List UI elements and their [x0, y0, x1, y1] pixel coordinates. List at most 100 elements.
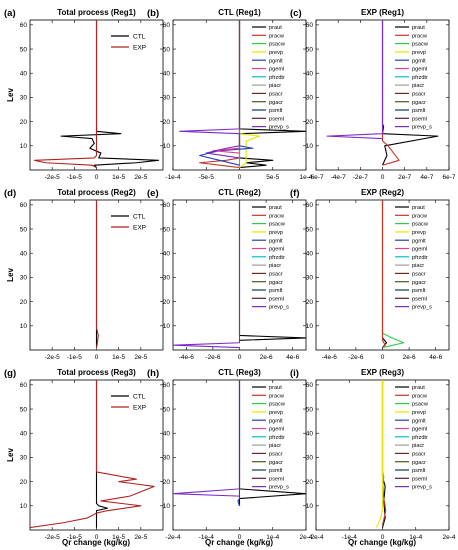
- series-group-b: [179, 20, 306, 169]
- legend-label-pgacr-h: pgacr: [269, 460, 283, 466]
- legend-label-psacw-e: psacw: [269, 222, 286, 228]
- legend-label-psacw-b: psacw: [269, 42, 286, 48]
- x-tick-label-c: 2e-7: [398, 174, 411, 181]
- panel-e: (e) CTL (Reg2) 10 20 30 40 50 60 -4e-6 -2e-6 0 2e-6…: [147, 188, 307, 361]
- series-group-h: [173, 380, 306, 506]
- legend-label-pfrzdtr-e: pfrzdtr: [269, 255, 285, 261]
- x-tick-label-a: 0: [95, 174, 99, 181]
- panel-f: (f) EXP (Reg2) 10 20 30 40 50 60 -4e-6 -2e-6 0 2e-6…: [290, 188, 450, 361]
- x-tick-label-d: -1e-5: [67, 354, 83, 361]
- panel-label-c: (c): [290, 8, 302, 19]
- y-tick-label-i: 30: [306, 455, 314, 462]
- legend-label-psacw-c: psacw: [412, 42, 429, 48]
- y-tick-label-e: 30: [163, 275, 171, 282]
- x-tick-label-g: -1e-5: [67, 534, 83, 541]
- x-tick-label-c: -6e-7: [308, 174, 324, 181]
- legend-label-psacw-i: psacw: [412, 402, 429, 408]
- y-tick-label-a: 10: [20, 143, 28, 150]
- legend-label-pfrzdtr-h: pfrzdtr: [269, 435, 285, 441]
- x-tick-label-b: -1e-4: [165, 174, 181, 181]
- legend-label-pgeml-e: pgeml: [269, 247, 284, 253]
- legend-label-pseml-f: pseml: [412, 296, 427, 302]
- x-tick-label-d: 0: [95, 354, 99, 361]
- legend-label-psmlt-i: psmlt: [412, 468, 426, 474]
- x-tick-label-e: 0: [238, 354, 242, 361]
- legend-label-prevp_s-c: prevp_s: [412, 125, 432, 131]
- y-axis-label-row1: Lev: [6, 88, 15, 102]
- x-tick-label-c: -4e-7: [331, 174, 347, 181]
- legend-label-pgeml-h: pgeml: [269, 427, 284, 433]
- y-tick-label-h: 10: [163, 503, 171, 510]
- series-line-CTL-g: [95, 380, 109, 528]
- legend-label-prevp-c: prevp: [412, 50, 426, 56]
- y-tick-label-b: 40: [163, 71, 171, 78]
- legend-label-pgmlt-f: pgmlt: [412, 238, 426, 244]
- panel-title-f: EXP (Reg2): [361, 188, 404, 197]
- legend-label-prevp_s-h: prevp_s: [269, 485, 289, 491]
- y-tick-label-h: 50: [163, 406, 171, 413]
- legend-label-CTL-g: CTL: [133, 394, 146, 401]
- x-tick-label-f: -4e-6: [322, 354, 338, 361]
- series-line-prevp_s-h: [173, 380, 241, 497]
- x-tick-label-a: 1e-5: [112, 174, 125, 181]
- x-tick-label-h: 2e-4: [299, 534, 312, 541]
- y-tick-label-a: 60: [20, 22, 28, 29]
- legend-label-psmlt-h: psmlt: [269, 468, 283, 474]
- panel-label-g: (g): [4, 368, 16, 379]
- legend-label-praut-h: praut: [269, 385, 282, 391]
- y-tick-label-g: 60: [20, 382, 28, 389]
- legend-label-pracw-b: pracw: [269, 33, 285, 39]
- x-tick-label-i: -1e-4: [342, 534, 358, 541]
- legend-label-pgmlt-e: pgmlt: [269, 238, 283, 244]
- y-tick-label-c: 50: [306, 46, 314, 53]
- x-tick-label-i: 2e-4: [442, 534, 455, 541]
- y-tick-label-g: 10: [20, 503, 28, 510]
- x-tick-label-b: 5e-5: [266, 174, 279, 181]
- legend-label-psmlt-c: psmlt: [412, 108, 426, 114]
- y-tick-label-e: 10: [163, 323, 171, 330]
- x-tick-label-d: 2e-5: [134, 354, 147, 361]
- y-tick-label-f: 30: [306, 275, 314, 282]
- y-tick-label-f: 60: [306, 202, 314, 209]
- series-line-prevp_s-e: [173, 200, 241, 349]
- y-tick-label-b: 50: [163, 46, 171, 53]
- x-tick-label-c: -2e-7: [353, 174, 369, 181]
- series-group-g: [30, 380, 155, 529]
- x-tick-label-f: -2e-6: [348, 354, 364, 361]
- legend-label-psacr-h: psacr: [269, 452, 283, 458]
- panel-label-i: (i): [290, 368, 299, 379]
- y-tick-label-i: 50: [306, 406, 314, 413]
- y-tick-label-f: 50: [306, 226, 314, 233]
- y-tick-label-e: 50: [163, 226, 171, 233]
- x-tick-label-f: 4e-6: [429, 354, 442, 361]
- legend-label-praut-i: praut: [412, 385, 425, 391]
- legend-label-prevp_s-e: prevp_s: [269, 305, 289, 311]
- series-line-EXP-d: [95, 200, 99, 348]
- y-tick-label-c: 40: [306, 71, 314, 78]
- panel-label-d: (d): [4, 188, 16, 199]
- y-tick-label-d: 20: [20, 299, 28, 306]
- y-tick-label-b: 20: [163, 119, 171, 126]
- y-axis-label-row2: Lev: [6, 268, 15, 282]
- x-tick-label-g: 2e-5: [134, 534, 147, 541]
- panel-h: (h) CTL (Reg3) 10 20 30 40 50 60 -2e-4 -1e-4 0 1e-4…: [147, 368, 313, 541]
- y-tick-label-g: 20: [20, 479, 28, 486]
- y-tick-label-c: 10: [306, 143, 314, 150]
- y-tick-label-h: 20: [163, 479, 171, 486]
- y-tick-label-a: 40: [20, 71, 28, 78]
- panel-label-h: (h): [147, 368, 159, 379]
- legend-label-EXP-g: EXP: [133, 405, 146, 412]
- x-axis-label-col3: Qr change (kg/kg): [348, 538, 416, 547]
- series-line-pgmlt-b: [199, 20, 254, 166]
- legend-label-psacr-e: psacr: [269, 272, 283, 278]
- legend-label-pgeml-i: pgeml: [412, 427, 427, 433]
- y-tick-label-f: 40: [306, 251, 314, 258]
- panel-title-h: CTL (Reg3): [218, 368, 261, 377]
- x-tick-label-e: -2e-6: [205, 354, 221, 361]
- y-tick-label-h: 60: [163, 382, 171, 389]
- legend-label-CTL-a: CTL: [133, 34, 146, 41]
- legend-label-pgeml-b: pgeml: [269, 67, 284, 73]
- y-tick-label-h: 40: [163, 431, 171, 438]
- legend-label-praut-c: praut: [412, 25, 425, 31]
- series-line-CTL-a: [60, 20, 160, 168]
